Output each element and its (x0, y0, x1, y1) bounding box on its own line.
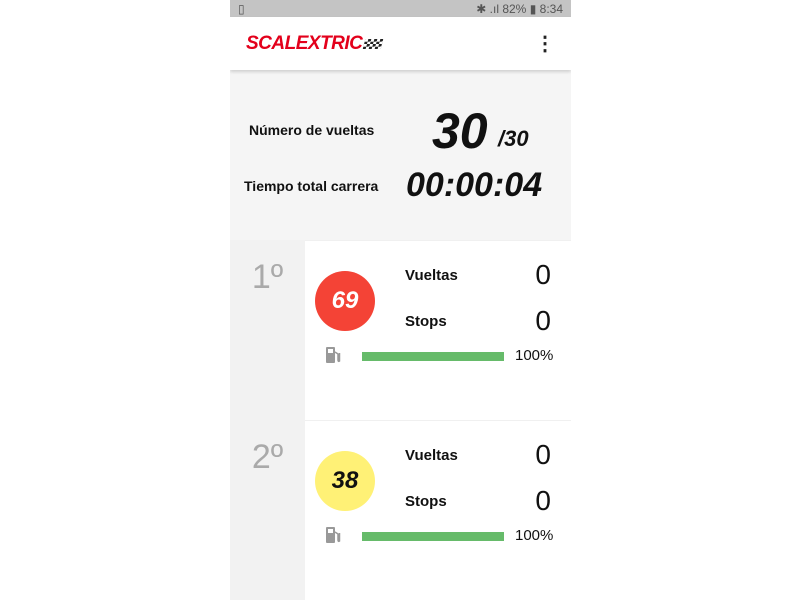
position: 1º (230, 240, 305, 420)
laps-total: /30 (498, 126, 529, 151)
laps-value: 0 (535, 439, 551, 470)
laps-label: Número de vueltas (249, 122, 375, 138)
stops-label: Stops (405, 493, 447, 510)
race-summary: Número de vueltas 30 /30 Tiempo total ca… (230, 70, 571, 240)
app-bar: SCALEXTRIC ⋮ (230, 17, 571, 70)
stops-label: Stops (405, 313, 447, 330)
laps-label: Vueltas (405, 447, 458, 464)
laps-value: 0 (535, 259, 551, 290)
brand-text: SCALEXTRIC (246, 32, 363, 54)
more-vert-icon[interactable]: ⋮ (535, 33, 555, 55)
racer-row: 1º 69 Vueltas 0 Stops 0 100% (230, 240, 571, 420)
position: 2º (230, 420, 305, 600)
fuel-bar (362, 532, 504, 541)
checkered-flag-icon (363, 38, 384, 49)
car-number-badge: 69 (315, 271, 375, 331)
status-bar: ▯ ✱ .ıl 82% ▮ 8:34 (230, 0, 571, 17)
car-number-badge: 38 (315, 451, 375, 511)
notification-icon: ▯ (238, 1, 245, 16)
fuel-percent: 100% (515, 347, 554, 364)
laps-done: 30 (432, 103, 488, 159)
battery-level: 82% (502, 1, 527, 16)
clock: 8:34 (539, 1, 563, 16)
racer-row: 2º 38 Vueltas 0 Stops 0 100% (230, 420, 571, 600)
stops-value: 0 (535, 305, 551, 336)
fuel-pump-icon (326, 527, 341, 543)
scalextric-logo: SCALEXTRIC (246, 32, 384, 55)
phone-screen: ▯ ✱ .ıl 82% ▮ 8:34 SCALEXTRIC ⋮ Número d… (230, 0, 571, 600)
fuel-percent: 100% (515, 527, 554, 544)
race-time: 00:00:04 (406, 166, 543, 204)
stops-value: 0 (535, 485, 551, 516)
laps-label: Vueltas (405, 267, 458, 284)
fuel-bar (362, 352, 504, 361)
time-label: Tiempo total carrera (244, 178, 379, 194)
fuel-pump-icon (326, 347, 341, 363)
racer-card: 38 Vueltas 0 Stops 0 100% (305, 420, 571, 600)
racer-card: 69 Vueltas 0 Stops 0 100% (305, 240, 571, 420)
status-right: ✱ .ıl 82% ▮ 8:34 (476, 1, 563, 16)
